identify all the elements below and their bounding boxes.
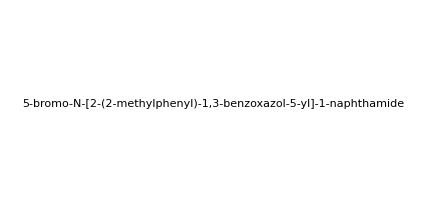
Text: 5-bromo-N-[2-(2-methylphenyl)-1,3-benzoxazol-5-yl]-1-naphthamide: 5-bromo-N-[2-(2-methylphenyl)-1,3-benzox… <box>23 99 403 109</box>
